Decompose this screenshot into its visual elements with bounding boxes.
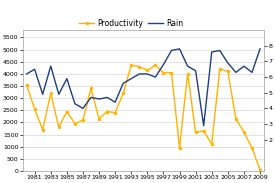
Rain [97, 98, 101, 100]
Productivity [41, 129, 44, 131]
Rain [73, 103, 76, 105]
Rain [194, 70, 197, 72]
Rain [57, 93, 60, 95]
Rain [202, 125, 205, 127]
Productivity [33, 108, 36, 110]
Productivity [49, 92, 53, 94]
Productivity [218, 68, 221, 70]
Rain [170, 49, 173, 52]
Rain [186, 65, 189, 67]
Rain [178, 48, 181, 50]
Rain [226, 62, 229, 64]
Line: Productivity: Productivity [25, 64, 262, 172]
Productivity [154, 64, 157, 66]
Productivity [122, 92, 125, 94]
Rain [138, 73, 141, 75]
Productivity [162, 72, 165, 74]
Rain [250, 71, 254, 74]
Rain [258, 48, 262, 50]
Rain [89, 96, 93, 98]
Productivity [138, 66, 141, 68]
Rain [242, 65, 246, 67]
Rain [122, 82, 125, 84]
Productivity [258, 169, 262, 171]
Rain [41, 93, 44, 95]
Productivity [25, 84, 28, 86]
Rain [105, 96, 109, 98]
Productivity [202, 130, 205, 132]
Productivity [97, 118, 101, 120]
Productivity [105, 110, 109, 113]
Productivity [170, 72, 173, 74]
Productivity [178, 147, 181, 149]
Line: Rain: Rain [27, 49, 260, 126]
Productivity [130, 64, 133, 66]
Rain [114, 101, 117, 103]
Productivity [242, 131, 246, 133]
Rain [49, 65, 53, 67]
Rain [81, 107, 85, 109]
Productivity [146, 69, 149, 71]
Productivity [114, 112, 117, 114]
Productivity [73, 123, 76, 125]
Productivity [186, 73, 189, 75]
Productivity [57, 126, 60, 128]
Rain [130, 78, 133, 80]
Rain [234, 71, 238, 74]
Productivity [65, 110, 68, 113]
Productivity [89, 87, 93, 89]
Rain [210, 51, 213, 53]
Rain [25, 73, 28, 75]
Productivity [250, 147, 254, 149]
Productivity [194, 131, 197, 133]
Rain [154, 76, 157, 78]
Productivity [226, 70, 229, 72]
Legend: Productivity, Rain: Productivity, Rain [76, 16, 186, 31]
Rain [33, 68, 36, 70]
Rain [162, 64, 165, 66]
Rain [218, 49, 221, 52]
Productivity [210, 143, 213, 145]
Productivity [234, 118, 238, 120]
Productivity [81, 119, 85, 121]
Rain [146, 73, 149, 75]
Rain [65, 78, 68, 80]
